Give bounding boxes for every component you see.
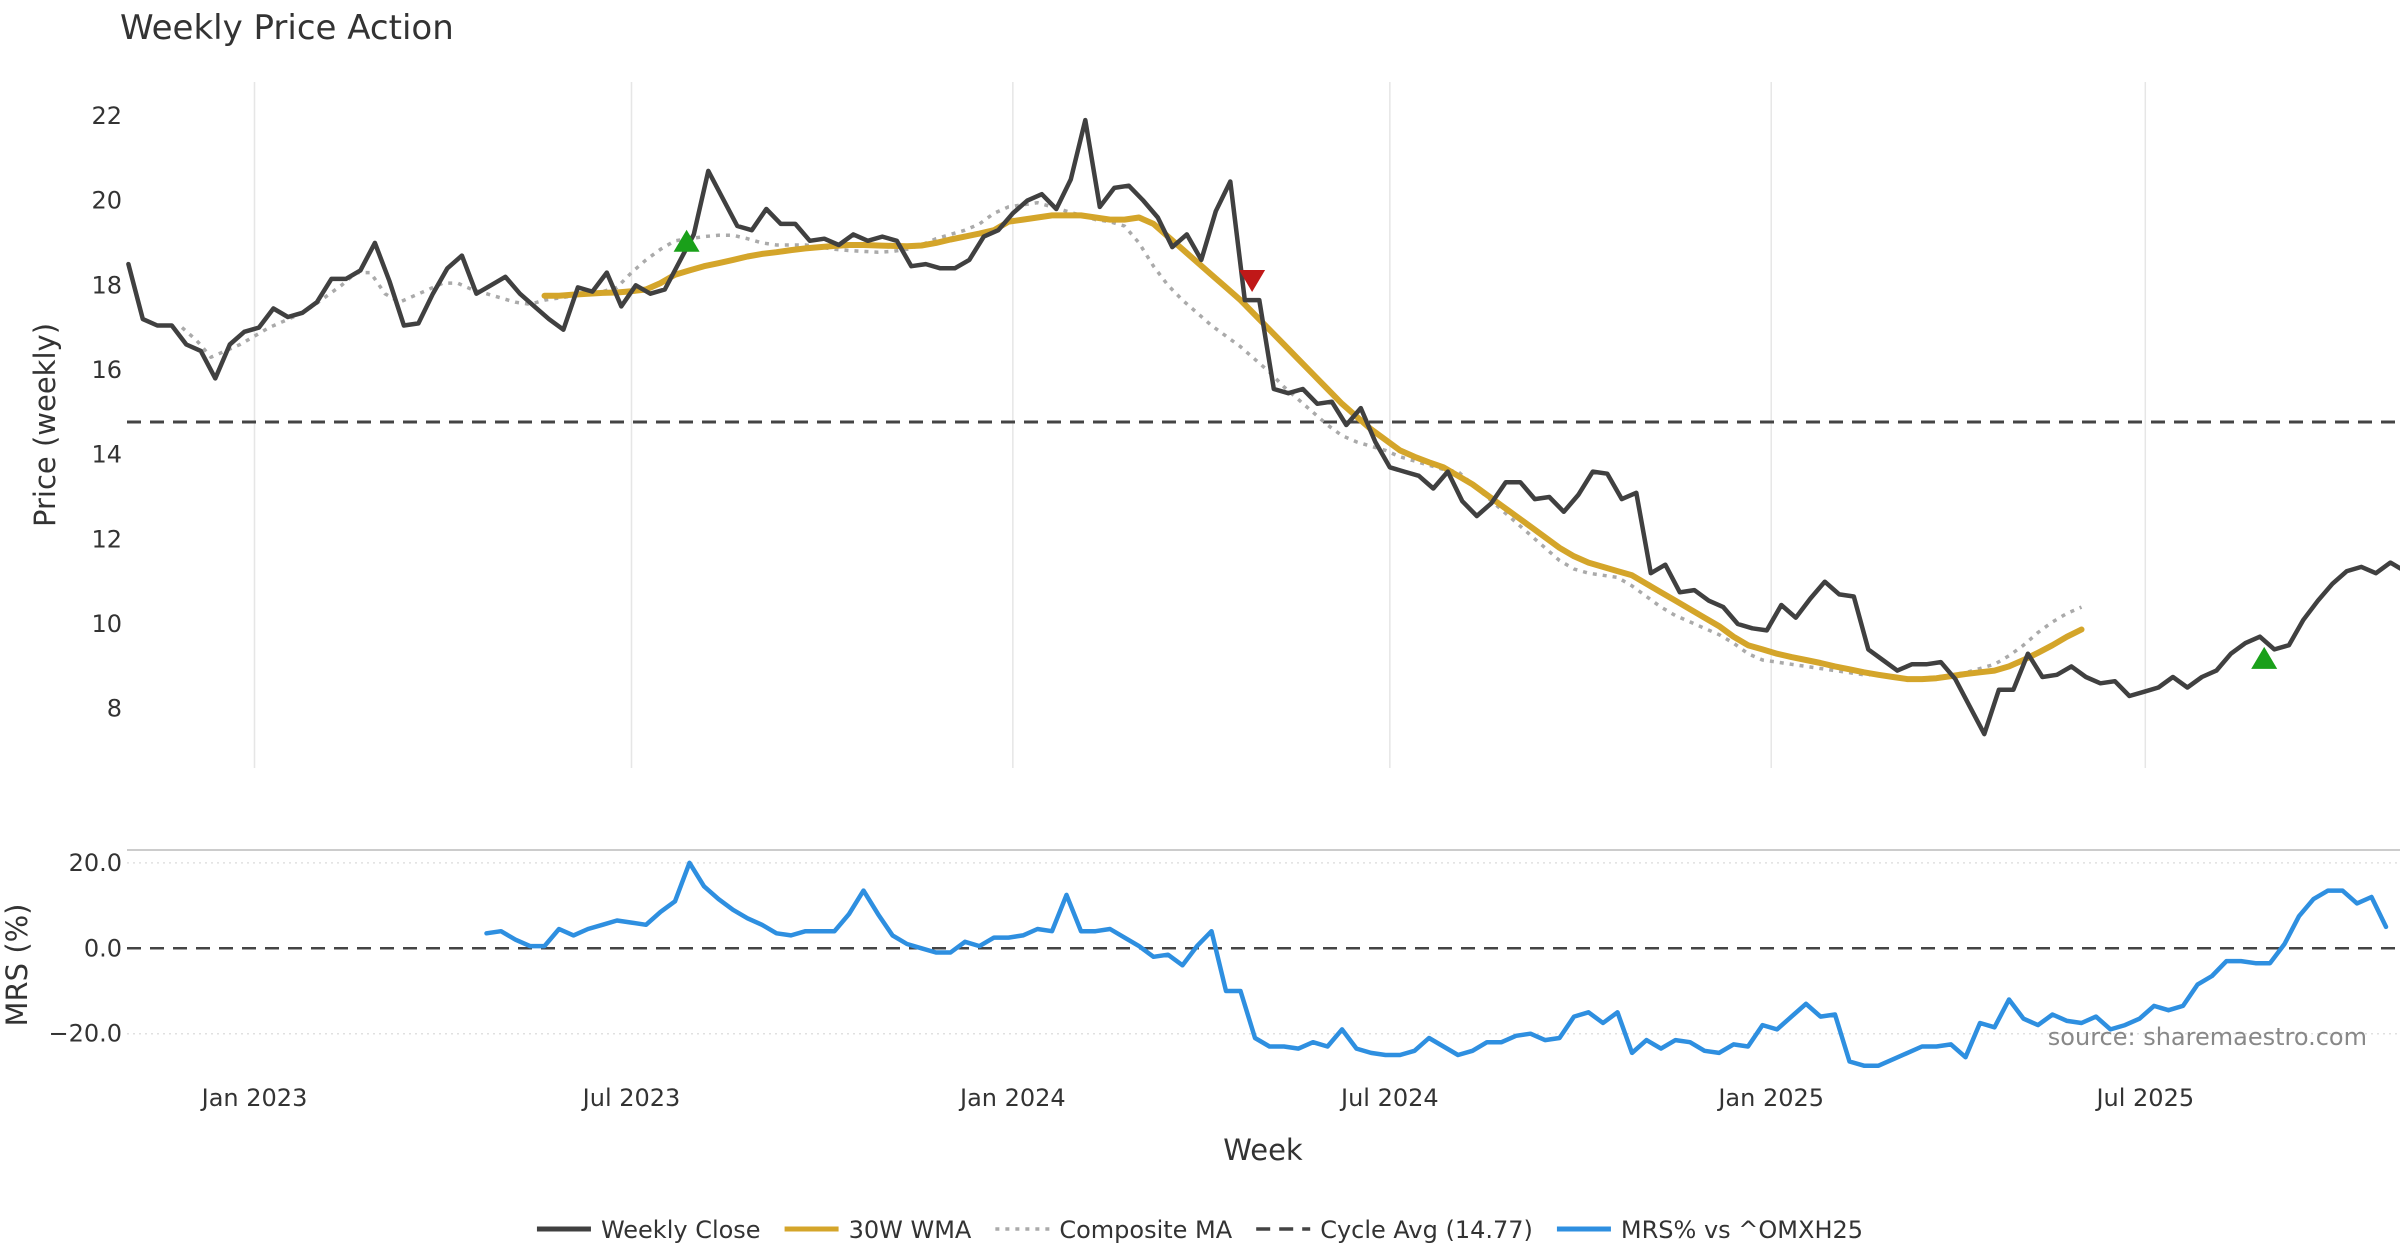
legend-label-weekly-close: Weekly Close (601, 1216, 761, 1244)
price-y-tick-22: 22 (91, 102, 122, 130)
sell-signal-marker-2 (1239, 270, 1266, 293)
price-y-tick-12: 12 (91, 525, 122, 553)
source-note: source: sharemaestro.com (2048, 1023, 2367, 1051)
mrs-panel: −20.0 0.0 20.0 (48, 849, 2400, 1068)
price-y-tick-18: 18 (91, 271, 122, 299)
series-30w-wma (541, 212, 2085, 683)
legend: Weekly Close 30W WMA Composite MA Cycle Avg… (536, 1216, 1863, 1244)
x-tick-jul-2023: Jul 2023 (581, 1084, 681, 1112)
mrs-y-axis-label: MRS (%) (0, 904, 34, 1027)
legend-label-cycle-avg-14-77: Cycle Avg (14.77) (1320, 1216, 1533, 1244)
x-axis-ticks: Jan 2023 Jul 2023 Jan 2024 Jul 2024 Jan 2025… (200, 1084, 2194, 1112)
mrs-y-tick-20-0: −20.0 (48, 1020, 122, 1048)
price-y-tick-20: 20 (91, 187, 122, 215)
x-axis-label: Week (1223, 1133, 1303, 1167)
mrs-y-tick-0-0: 0.0 (84, 934, 122, 962)
series-mrs-vs-omxh25 (484, 860, 2389, 1068)
price-y-tick-14: 14 (91, 441, 122, 469)
price-y-tick-10: 10 (91, 610, 122, 638)
buy-signal-marker-3 (2251, 646, 2278, 669)
legend-item-composite-ma: Composite MA (995, 1216, 1233, 1244)
price-y-tick-16: 16 (91, 356, 122, 384)
x-tick-jul-2024: Jul 2024 (1339, 1084, 1439, 1112)
price-y-axis-label: Price (weekly) (28, 323, 62, 527)
legend-item-weekly-close: Weekly Close (536, 1216, 761, 1244)
x-tick-jan-2024: Jan 2024 (958, 1084, 1066, 1112)
series-weekly-close (126, 117, 2400, 737)
legend-label-composite-ma: Composite MA (1059, 1216, 1232, 1244)
legend-item-cycle-avg-14-77: Cycle Avg (14.77) (1256, 1216, 1533, 1244)
x-tick-jan-2025: Jan 2025 (1716, 1084, 1824, 1112)
x-tick-jul-2025: Jul 2025 (2094, 1084, 2194, 1112)
legend-label-mrs-vs-omxh25: MRS% vs ^OMXH25 (1621, 1216, 1863, 1244)
x-tick-jan-2023: Jan 2023 (200, 1084, 308, 1112)
price-panel: 8 10 12 14 16 18 20 22 (91, 82, 2400, 768)
mrs-y-tick-20-0: 20.0 (69, 849, 122, 877)
series-composite-ma (180, 200, 2083, 680)
legend-item-mrs-vs-omxh25: MRS% vs ^OMXH25 (1556, 1216, 1863, 1244)
chart-title: Weekly Price Action (120, 8, 454, 48)
price-y-tick-8: 8 (107, 695, 122, 723)
legend-label-30w-wma: 30W WMA (849, 1216, 972, 1244)
buy-signal-marker-1 (673, 229, 700, 252)
legend-item-30w-wma: 30W WMA (784, 1216, 972, 1244)
